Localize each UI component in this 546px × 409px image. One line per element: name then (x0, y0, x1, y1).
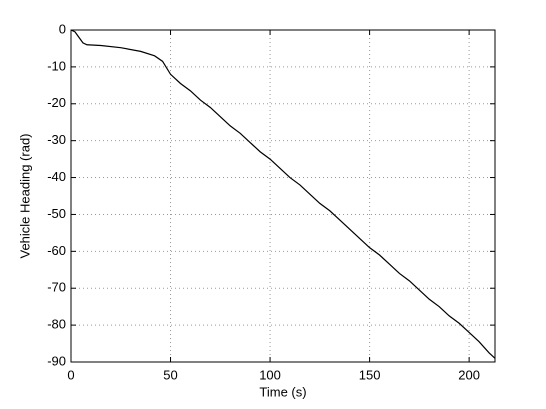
y-tick-label: -10 (47, 58, 66, 73)
y-tick-label: -20 (47, 95, 66, 110)
x-tick-label: 100 (259, 367, 281, 382)
y-tick-label: -90 (47, 353, 66, 368)
y-tick-label: -40 (47, 169, 66, 184)
line (70, 29, 496, 359)
x-tick-label: 150 (359, 367, 381, 382)
x-tick-label: 0 (67, 367, 74, 382)
y-tick-label: -70 (47, 280, 66, 295)
y-tick-label: -50 (47, 206, 66, 221)
y-tick-label: -30 (47, 132, 66, 147)
x-axis-label: Time (s) (259, 384, 306, 399)
y-axis-label: Vehicle Heading (rad) (17, 133, 32, 258)
plot-frame (70, 29, 496, 363)
x-tick-label: 50 (163, 367, 177, 382)
y-tick-label: -60 (47, 243, 66, 258)
y-tick-label: -80 (47, 317, 66, 332)
y-tick-label: 0 (59, 21, 66, 36)
x-tick-label: 200 (458, 367, 480, 382)
